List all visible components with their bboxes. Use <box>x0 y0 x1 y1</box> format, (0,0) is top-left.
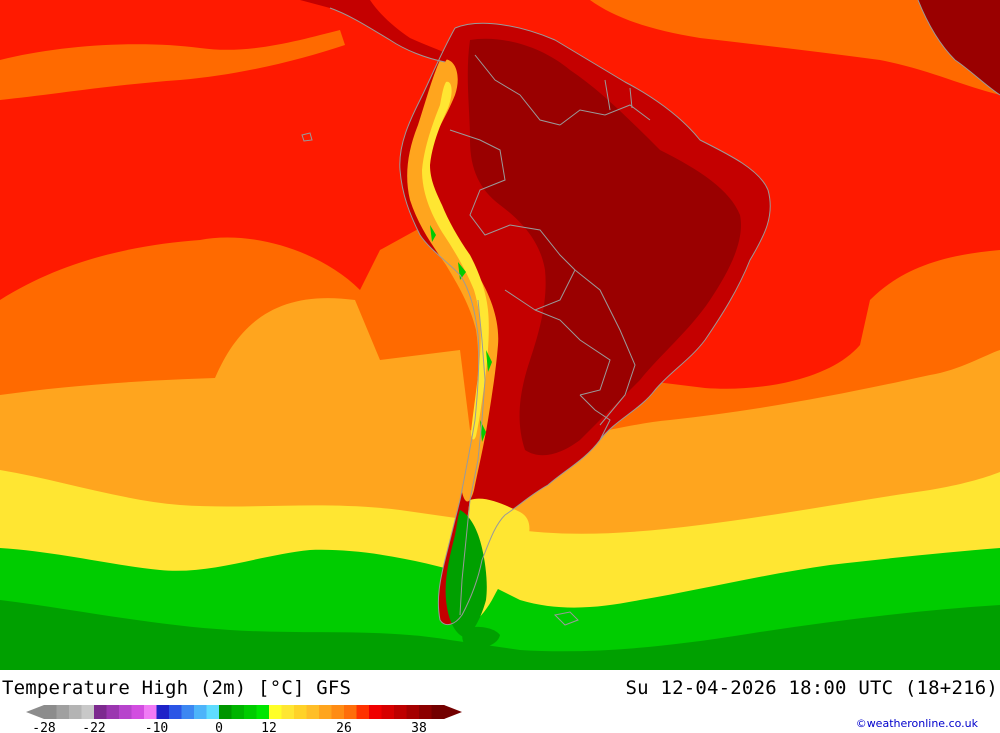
legend-swatch <box>94 705 107 719</box>
legend-swatch <box>81 705 95 719</box>
band-warm-north-east <box>590 0 1000 95</box>
legend-tick-label: -22 <box>82 721 105 733</box>
border-central-america <box>329 7 446 63</box>
legend-swatch <box>319 705 332 719</box>
andes-cold-spots <box>430 225 492 442</box>
legend-swatch <box>356 705 370 719</box>
legend-swatch <box>381 705 395 719</box>
legend-swatch <box>106 705 120 719</box>
legend-swatch <box>244 705 257 719</box>
legend-tick-label: -28 <box>32 721 55 733</box>
border-peru-brazil <box>449 129 511 236</box>
border-bolivia <box>504 224 576 311</box>
legend-swatch <box>419 705 432 719</box>
border-guianas <box>604 79 633 111</box>
legend-swatch <box>169 705 182 719</box>
map-title: Temperature High (2m) [°C] GFS <box>2 677 352 699</box>
africa-corner <box>918 0 1000 95</box>
temperature-map <box>0 0 1000 670</box>
border-argentina-chile <box>459 299 486 616</box>
color-scale-legend: -28-22-10012263848 <box>26 705 462 733</box>
legend-arrow-high <box>444 705 462 719</box>
legend-swatches <box>26 705 462 719</box>
legend-tick-label: 26 <box>336 721 352 733</box>
legend-swatch <box>231 705 245 719</box>
falkland-islands <box>553 611 579 626</box>
legend-swatch <box>406 705 420 719</box>
band-warm-north-west <box>0 30 345 100</box>
map-footer: Temperature High (2m) [°C] GFS Su 12-04-… <box>0 670 1000 733</box>
legend-swatch <box>294 705 307 719</box>
legend-swatch <box>119 705 132 719</box>
legend-swatch <box>156 705 170 719</box>
legend-arrow-low <box>26 705 44 719</box>
border-venezuela-brazil <box>559 104 651 126</box>
legend-swatch <box>181 705 195 719</box>
coastline <box>399 22 771 626</box>
galapagos <box>301 132 313 142</box>
legend-swatch <box>431 705 445 719</box>
legend-swatch <box>219 705 232 719</box>
credit-link[interactable]: ©weatheronline.co.uk <box>855 717 978 730</box>
legend-swatch <box>194 705 207 719</box>
legend-swatch <box>56 705 70 719</box>
band-mild-mid <box>0 298 1000 560</box>
legend-tick-label: 38 <box>411 721 427 733</box>
border-brazil-east <box>574 269 636 426</box>
legend-swatch <box>331 705 345 719</box>
legend-swatch <box>394 705 407 719</box>
legend-tick-label: -10 <box>145 721 168 733</box>
patagonia-cold <box>445 510 487 638</box>
border-colombia-venezuela <box>474 54 561 126</box>
border-uruguay <box>579 394 611 441</box>
legend-swatch <box>306 705 320 719</box>
legend-tick-label: 12 <box>261 721 277 733</box>
border-paraguay <box>534 309 611 396</box>
legend-swatch <box>344 705 357 719</box>
legend-swatch <box>144 705 157 719</box>
forecast-datetime: Su 12-04-2026 18:00 UTC (18+216) <box>625 677 998 699</box>
legend-swatch <box>281 705 295 719</box>
country-borders <box>301 0 1000 626</box>
border-africa <box>917 0 1000 96</box>
legend-swatch <box>44 705 57 719</box>
legend-swatch <box>69 705 82 719</box>
interior-very-hot <box>467 38 741 456</box>
band-colder <box>0 600 1000 670</box>
legend-swatch <box>269 705 282 719</box>
central-america <box>300 0 450 62</box>
legend-swatch <box>206 705 220 719</box>
legend-tick-label: 0 <box>215 721 223 733</box>
legend-ticks: -28-22-10012263848 <box>32 721 427 733</box>
legend-swatch <box>131 705 145 719</box>
legend-swatch <box>369 705 382 719</box>
tierra-del-fuego <box>462 626 500 649</box>
legend-swatch <box>256 705 270 719</box>
